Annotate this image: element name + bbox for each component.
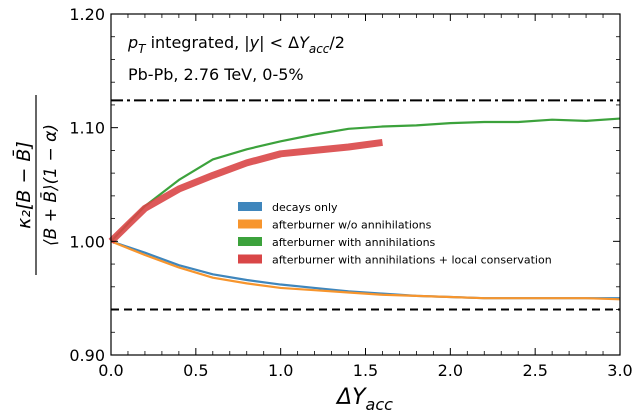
legend-label: afterburner with annihilations (272, 236, 436, 249)
legend-swatch (238, 219, 262, 229)
x-tick-label: 0.5 (183, 361, 208, 380)
x-tick-label: 1.0 (268, 361, 293, 380)
reference-lines (111, 99, 620, 311)
y-axis-label-denominator: ⟨B + B̄⟩(1 − α) (39, 124, 61, 246)
legend-label: decays only (272, 201, 338, 214)
series-line-3 (110, 117, 621, 243)
annotations: pT integrated, |y| < ΔYacc/2 Pb-Pb, 2.76 … (127, 33, 345, 84)
legend: decays only afterburner w/o annihilations… (238, 201, 552, 267)
x-tick-label: 3.0 (607, 361, 632, 380)
x-tick-label: 1.5 (353, 361, 378, 380)
y-axis-label-numerator: κ₂[B − B̄] (11, 141, 35, 229)
x-tick-label: 0.0 (98, 361, 123, 380)
y-tick-label: 1.00 (69, 232, 105, 251)
axes: 0.0 0.5 1.0 1.5 2.0 2.5 3.0 0.90 1.00 1.10 1.20 (69, 5, 632, 380)
y-tick-label: 1.10 (69, 119, 105, 138)
y-tick-label: 1.20 (69, 5, 105, 24)
annotation-1: pT integrated, |y| < ΔYacc/2 (127, 33, 345, 56)
x-axis-label-symbol: ΔY (335, 385, 367, 410)
x-axis-label: ΔYacc (335, 385, 393, 412)
legend-swatch (238, 237, 262, 246)
series-line-2 (110, 240, 621, 301)
legend-label: afterburner w/o annihilations (272, 219, 432, 232)
legend-swatch (238, 202, 262, 211)
x-tick-label: 2.5 (522, 361, 547, 380)
y-tick-label: 0.90 (69, 346, 105, 365)
x-tick-label: 2.0 (438, 361, 463, 380)
x-axis-label-subscript: acc (366, 395, 394, 412)
annotation-2: Pb-Pb, 2.76 TeV, 0-5% (128, 65, 304, 84)
legend-label: afterburner with annihilations + local c… (272, 254, 552, 267)
series-layer (108, 117, 621, 301)
legend-swatch (238, 254, 262, 264)
series-line-4 (108, 138, 383, 244)
